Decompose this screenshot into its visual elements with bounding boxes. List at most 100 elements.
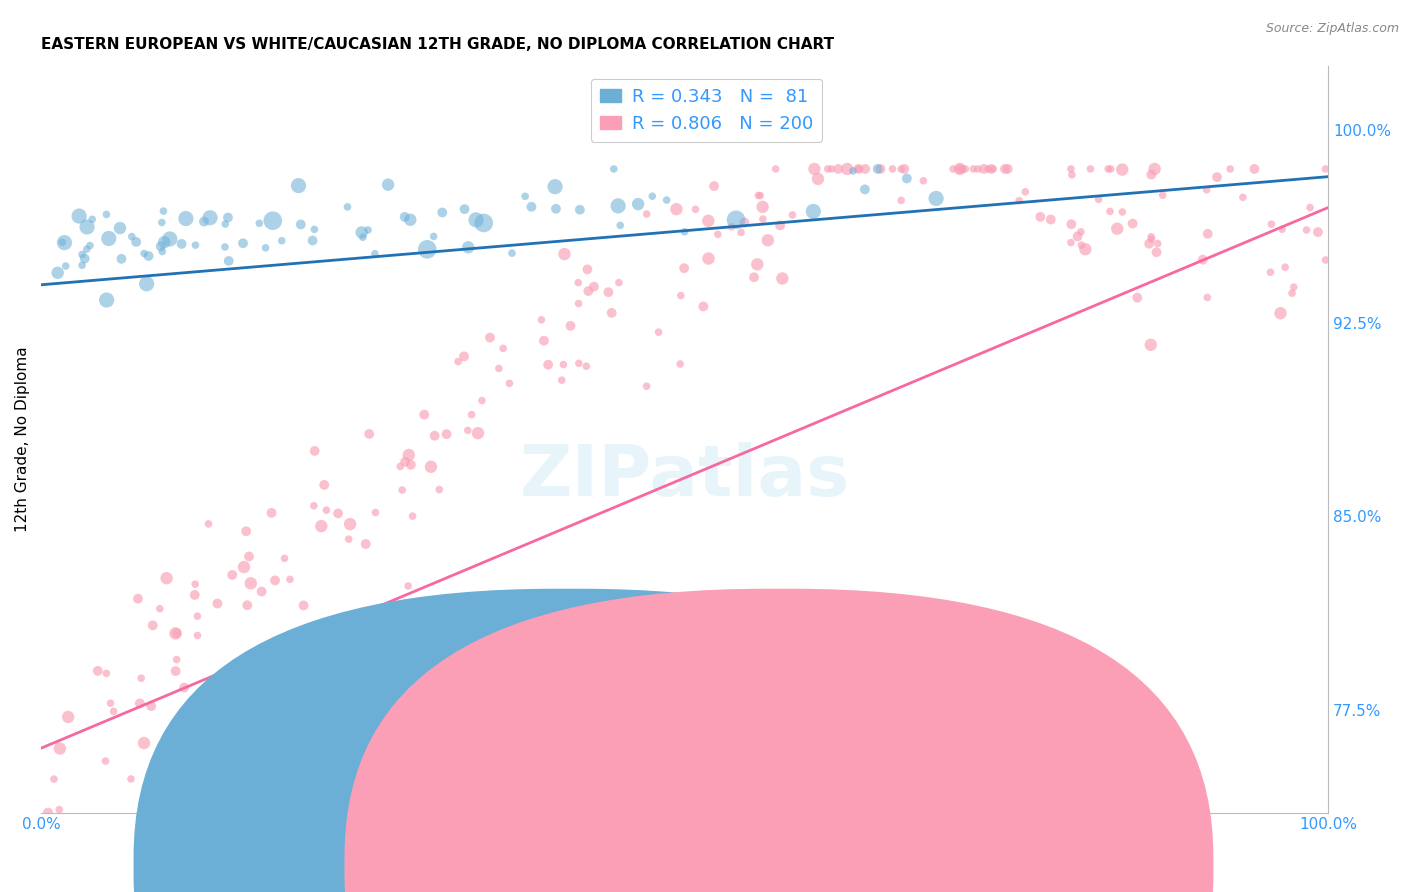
- Point: [354, 537, 377, 551]
- Point: [1219, 161, 1241, 176]
- Point: [568, 296, 591, 310]
- Point: [287, 690, 309, 704]
- Point: [399, 212, 422, 227]
- Point: [391, 483, 413, 497]
- Point: [132, 736, 155, 750]
- Point: [488, 361, 510, 376]
- Point: [96, 207, 118, 221]
- Point: [314, 478, 336, 492]
- Point: [1282, 280, 1305, 294]
- Point: [544, 202, 567, 216]
- Point: [1271, 222, 1294, 236]
- Point: [304, 222, 326, 236]
- Point: [1195, 183, 1218, 197]
- Text: Eastern Europeans: Eastern Europeans: [591, 859, 734, 874]
- Point: [950, 161, 973, 176]
- Point: [453, 202, 475, 216]
- Point: [1232, 190, 1254, 204]
- Point: [396, 579, 419, 593]
- Point: [364, 246, 387, 260]
- Point: [1099, 161, 1122, 176]
- Point: [125, 235, 148, 249]
- Point: [765, 161, 787, 176]
- Point: [752, 212, 775, 227]
- Point: [1137, 236, 1160, 251]
- Point: [893, 161, 915, 176]
- Point: [1270, 306, 1292, 320]
- Point: [103, 704, 125, 718]
- Point: [842, 164, 865, 178]
- Point: [568, 202, 591, 217]
- Point: [214, 240, 236, 254]
- Point: [465, 212, 488, 227]
- Point: [197, 516, 219, 531]
- Point: [184, 715, 207, 730]
- Point: [287, 178, 309, 193]
- Point: [311, 519, 333, 533]
- Point: [214, 217, 236, 231]
- Point: [457, 240, 479, 254]
- Point: [997, 161, 1019, 176]
- Point: [416, 242, 439, 256]
- Point: [301, 234, 323, 248]
- Point: [582, 279, 605, 293]
- Point: [1274, 260, 1296, 275]
- Point: [692, 300, 714, 314]
- Point: [254, 241, 277, 255]
- Point: [537, 358, 560, 372]
- Point: [153, 235, 176, 250]
- Point: [848, 161, 870, 176]
- Point: [231, 659, 253, 673]
- Point: [235, 524, 257, 539]
- Point: [1197, 227, 1219, 241]
- Point: [70, 258, 93, 272]
- Point: [472, 216, 495, 230]
- Point: [769, 219, 792, 233]
- Point: [471, 393, 494, 408]
- Point: [492, 342, 515, 356]
- Point: [184, 577, 207, 591]
- Point: [150, 215, 173, 229]
- Point: [457, 423, 479, 437]
- Point: [273, 551, 295, 566]
- Point: [636, 379, 658, 393]
- Point: [782, 208, 804, 222]
- Point: [420, 459, 443, 474]
- Point: [1060, 161, 1083, 176]
- Point: [962, 161, 984, 176]
- Point: [1060, 168, 1083, 182]
- Point: [697, 252, 720, 266]
- Point: [453, 350, 475, 364]
- Point: [1139, 338, 1161, 352]
- Point: [567, 276, 589, 290]
- Point: [647, 325, 669, 339]
- Point: [436, 427, 458, 442]
- Point: [460, 408, 482, 422]
- Point: [218, 254, 240, 268]
- Point: [76, 242, 98, 256]
- Point: [135, 277, 157, 291]
- Point: [128, 697, 150, 711]
- Point: [807, 172, 830, 186]
- Point: [827, 161, 849, 176]
- Point: [1197, 290, 1219, 304]
- Point: [401, 509, 423, 524]
- Point: [747, 257, 769, 271]
- Point: [994, 161, 1017, 176]
- Point: [165, 664, 187, 678]
- Point: [882, 161, 904, 176]
- Point: [869, 161, 891, 176]
- Point: [853, 161, 876, 176]
- Point: [423, 428, 446, 442]
- Point: [337, 532, 360, 546]
- Point: [530, 313, 553, 327]
- Point: [51, 235, 73, 250]
- Point: [479, 330, 502, 344]
- Point: [422, 229, 444, 244]
- Point: [515, 189, 537, 203]
- Point: [53, 235, 76, 250]
- Point: [1206, 170, 1229, 185]
- Point: [447, 354, 470, 368]
- Point: [1107, 221, 1129, 235]
- Point: [955, 161, 977, 176]
